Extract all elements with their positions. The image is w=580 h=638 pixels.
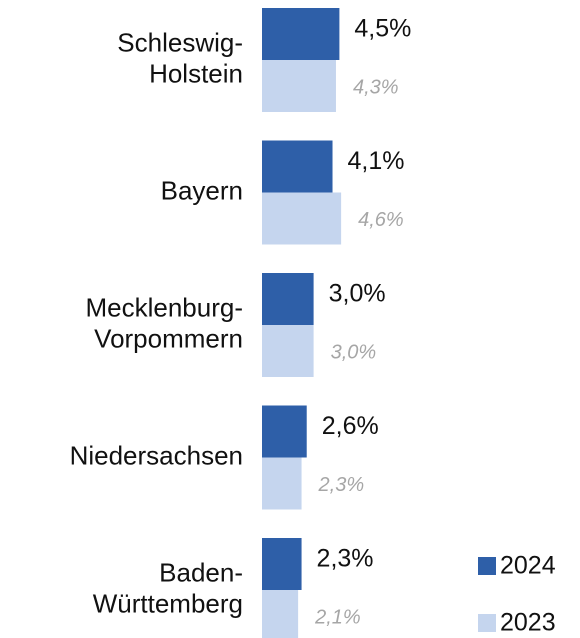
category-label: Schleswig-: [117, 27, 243, 57]
category-label: Bayern: [161, 175, 243, 205]
category-label: Württemberg: [93, 588, 243, 618]
bar: [262, 140, 333, 193]
legend-label: 2024: [500, 552, 556, 580]
bar: [262, 273, 314, 325]
category-label: Baden-: [159, 557, 243, 587]
bar: [262, 60, 336, 112]
category-label: Vorpommern: [94, 323, 243, 353]
bar: [262, 192, 342, 245]
bar: [262, 405, 307, 458]
bar: [262, 457, 302, 510]
bar: [262, 325, 314, 377]
value-label: 4,6%: [358, 209, 404, 231]
value-label: 4,3%: [353, 76, 399, 98]
value-label: 4,1%: [348, 147, 405, 175]
value-label: 2,3%: [317, 545, 374, 573]
bar: [262, 8, 340, 60]
category-label: Holstein: [149, 58, 243, 88]
legend-swatch: [478, 614, 496, 632]
value-label: 2,3%: [318, 474, 365, 496]
category-label: Niedersachsen: [70, 440, 243, 470]
value-label: 2,1%: [314, 606, 361, 628]
category-label: Mecklenburg-: [85, 292, 243, 322]
value-label: 3,0%: [329, 280, 386, 308]
bar: [262, 590, 299, 638]
value-label: 3,0%: [331, 341, 377, 363]
value-label: 4,5%: [354, 15, 411, 43]
value-label: 2,6%: [322, 412, 379, 440]
bar: [262, 538, 302, 590]
legend-swatch: [478, 557, 496, 575]
legend-label: 2023: [500, 609, 556, 637]
